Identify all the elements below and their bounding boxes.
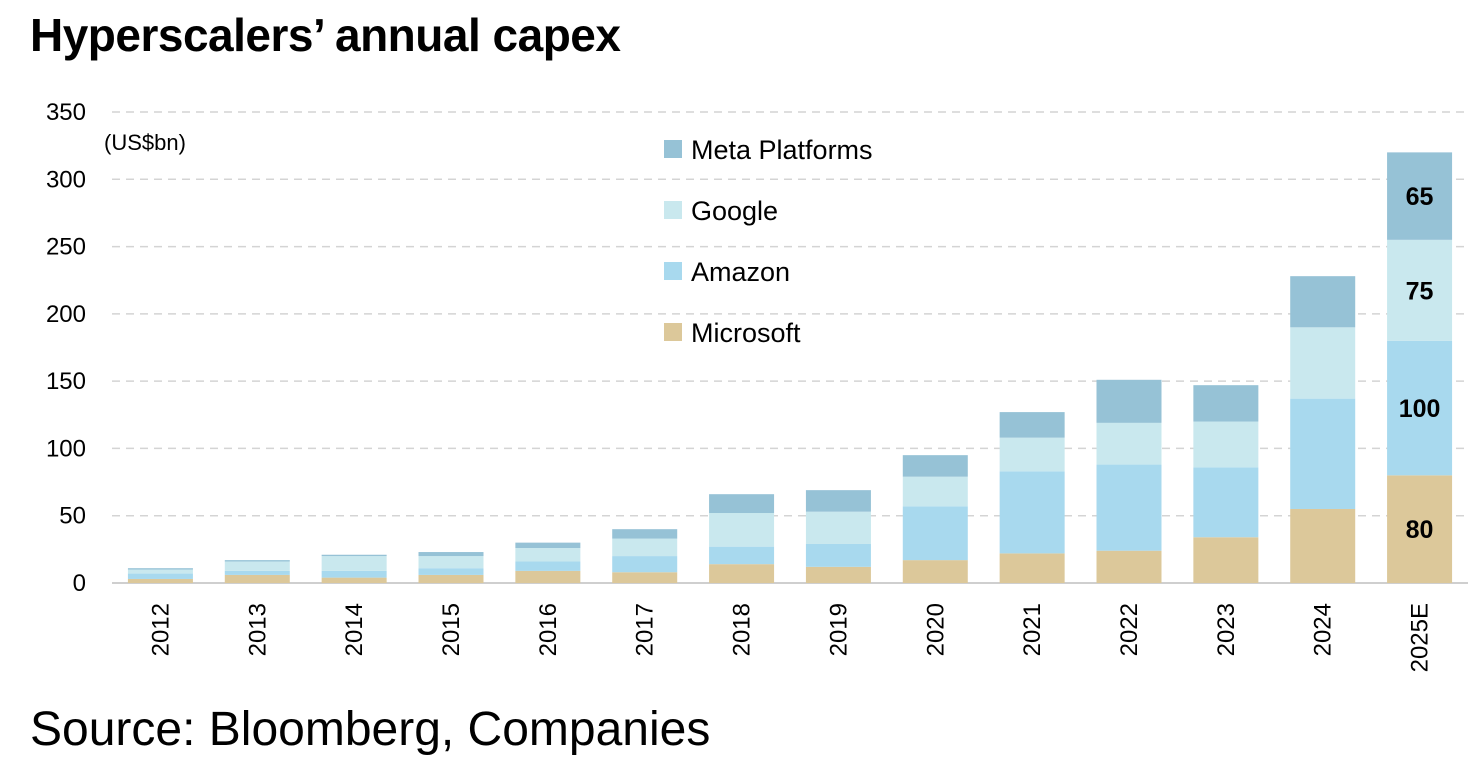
bar-segment-amazon (902, 506, 968, 561)
bar-segment-microsoft (321, 577, 387, 583)
bar-segment-google (1193, 421, 1259, 468)
bar-segment-amazon (1193, 467, 1259, 538)
bar-segment-google (612, 538, 678, 557)
y-tick-label: 250 (46, 234, 86, 261)
legend-label: Amazon (691, 257, 790, 287)
bar-segment-amazon (999, 471, 1065, 554)
bar-segment-google (999, 437, 1065, 472)
x-tick-label: 2012 (147, 603, 174, 656)
bar-segment-meta-platforms (709, 494, 775, 514)
x-tick-label: 2013 (244, 603, 271, 656)
bar-segment-meta-platforms (515, 542, 581, 549)
bar-segment-microsoft (418, 574, 484, 583)
x-tick-label: 2022 (1116, 603, 1143, 656)
x-tick-label: 2025E (1407, 603, 1434, 672)
legend-swatch (664, 201, 682, 219)
x-tick-label: 2023 (1213, 603, 1240, 656)
legend-swatch (664, 323, 682, 341)
x-axis: 2012 2013 2014 2015 2016 2017 2018 2019 2020 2021… (147, 603, 1433, 672)
chart-title: Hyperscalers’ annual capex (30, 9, 621, 61)
y-axis: 0 50 100 150 200 250 300 350 (46, 99, 86, 597)
bar-segment-meta-platforms (1387, 152, 1453, 240)
y-tick-label: 200 (46, 301, 86, 328)
bar-segment-meta-platforms (1096, 379, 1162, 423)
bar-segment-meta-platforms (418, 552, 484, 557)
bar-segment-microsoft (224, 574, 290, 583)
y-tick-label: 100 (46, 435, 86, 462)
bar-segment-google (515, 548, 581, 562)
bar-segment-amazon (612, 556, 678, 573)
bar-segment-microsoft (999, 553, 1065, 583)
bar-segment-google (224, 561, 290, 571)
bar-segment-meta-platforms (127, 568, 193, 570)
bar-segment-meta-platforms (321, 554, 387, 557)
bar-segment-google (1096, 422, 1162, 465)
data-labels: 80 100 75 65 (1399, 183, 1441, 544)
bar-segment-google (709, 513, 775, 547)
bar-segment-microsoft (127, 578, 193, 583)
x-tick-label: 2021 (1019, 603, 1046, 656)
bar-segment-microsoft (805, 566, 871, 583)
x-tick-label: 2024 (1310, 603, 1337, 656)
x-tick-label: 2015 (438, 603, 465, 656)
y-tick-label: 50 (59, 503, 86, 530)
bar-segment-microsoft (612, 572, 678, 583)
x-tick-label: 2016 (535, 603, 562, 656)
x-tick-label: 2014 (341, 603, 368, 656)
data-label: 75 (1406, 277, 1434, 305)
y-tick-label: 350 (46, 99, 86, 126)
legend-label: Meta Platforms (691, 135, 873, 165)
bar-segment-microsoft (515, 570, 581, 583)
bar-segment-microsoft (902, 560, 968, 583)
bar-segment-amazon (805, 543, 871, 567)
y-tick-label: 150 (46, 368, 86, 395)
bar-segment-google (127, 569, 193, 574)
bar-segment-meta-platforms (902, 455, 968, 477)
bar-segment-google (1290, 327, 1356, 399)
bar-segment-google (1387, 239, 1453, 341)
bar-segment-microsoft (1387, 475, 1453, 583)
x-tick-label: 2020 (922, 603, 949, 656)
bar-segment-microsoft (709, 564, 775, 583)
bar-segment-google (418, 556, 484, 569)
bar-segment-microsoft (1193, 537, 1259, 583)
y-tick-label: 300 (46, 166, 86, 193)
bars (127, 152, 1453, 583)
data-label: 65 (1406, 183, 1434, 211)
legend-swatch (664, 262, 682, 280)
bar-segment-amazon (224, 570, 290, 575)
source-note: Source: Bloomberg, Companies (30, 703, 711, 756)
bar-segment-amazon (515, 561, 581, 571)
x-tick-label: 2019 (825, 603, 852, 656)
bar-segment-meta-platforms (1193, 385, 1259, 422)
bar-segment-google (902, 476, 968, 507)
y-tick-label: 0 (73, 570, 86, 597)
bar-segment-meta-platforms (612, 529, 678, 539)
bar-segment-amazon (127, 573, 193, 579)
bar-segment-amazon (1387, 340, 1453, 476)
bar-segment-google (805, 511, 871, 544)
bar-segment-microsoft (1096, 550, 1162, 583)
bar-segment-meta-platforms (999, 412, 1065, 438)
legend-swatch (664, 140, 682, 158)
unit-label: (US$bn) (104, 130, 186, 155)
bar-segment-amazon (418, 568, 484, 575)
legend: Meta Platforms Google Amazon Microsoft (664, 135, 873, 348)
bar-segment-meta-platforms (224, 560, 290, 562)
bar-segment-amazon (1096, 464, 1162, 551)
x-tick-label: 2018 (729, 603, 756, 656)
bar-segment-meta-platforms (805, 490, 871, 512)
bar-segment-amazon (1290, 398, 1356, 509)
data-label: 100 (1399, 395, 1441, 423)
legend-label: Google (691, 196, 778, 226)
bar-segment-microsoft (1290, 508, 1356, 583)
bar-segment-google (321, 556, 387, 571)
bar-segment-amazon (321, 570, 387, 578)
bar-segment-meta-platforms (1290, 276, 1356, 328)
bar-segment-amazon (709, 546, 775, 565)
legend-label: Microsoft (691, 318, 801, 348)
x-tick-label: 2017 (632, 603, 659, 656)
data-label: 80 (1406, 516, 1434, 544)
